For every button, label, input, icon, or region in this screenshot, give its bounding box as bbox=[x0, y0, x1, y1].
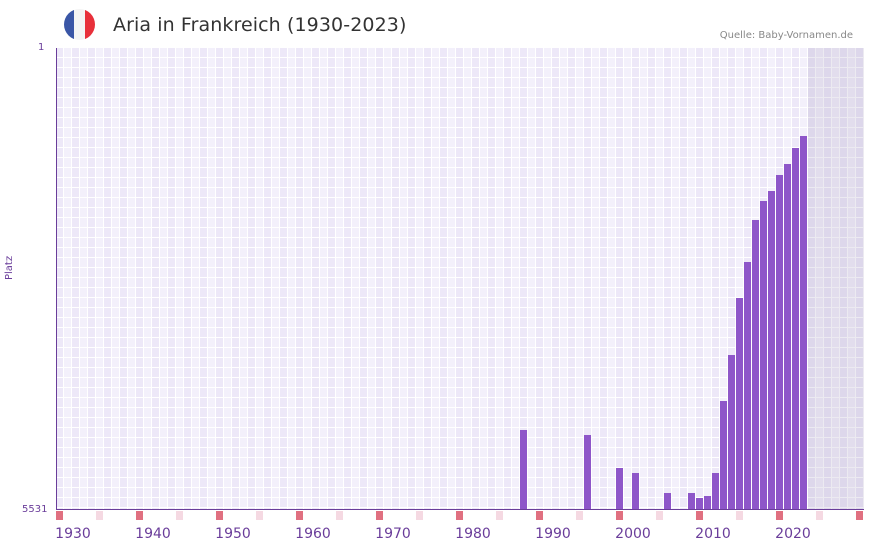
x-tick-1990: 1990 bbox=[535, 526, 571, 542]
y-tick-top: 1 bbox=[38, 42, 45, 53]
bar-2022[interactable] bbox=[792, 148, 799, 509]
x-tick-1940: 1940 bbox=[135, 526, 171, 542]
x-axis-labels: 1930 1940 1950 1960 1970 1980 1990 2000 2010 2020 bbox=[0, 526, 873, 546]
france-flag-icon bbox=[64, 9, 95, 40]
half-decade-marker-2025 bbox=[816, 511, 823, 520]
bar-2018[interactable] bbox=[760, 200, 767, 509]
bar-2010[interactable] bbox=[696, 497, 703, 509]
bar-2019[interactable] bbox=[768, 191, 775, 509]
x-tick-1930: 1930 bbox=[55, 526, 91, 542]
bar-2013[interactable] bbox=[720, 400, 727, 509]
grid bbox=[56, 48, 864, 510]
x-tick-1950: 1950 bbox=[215, 526, 251, 542]
half-decade-marker-1965 bbox=[336, 511, 343, 520]
bar-1988[interactable] bbox=[520, 429, 527, 509]
half-decade-marker-1985 bbox=[496, 511, 503, 520]
decade-marker-2010 bbox=[696, 511, 703, 520]
y-tick-bottom: 5531 bbox=[22, 504, 48, 515]
x-tick-2000: 2000 bbox=[615, 526, 651, 542]
x-tick-1980: 1980 bbox=[455, 526, 491, 542]
bar-1996[interactable] bbox=[584, 434, 591, 509]
decade-marker-2020 bbox=[776, 511, 783, 520]
bar-2014[interactable] bbox=[728, 355, 735, 509]
decade-marker-1990 bbox=[536, 511, 543, 520]
decade-marker-1930 bbox=[56, 511, 63, 520]
bar-2011[interactable] bbox=[704, 495, 711, 509]
bar-2006[interactable] bbox=[664, 492, 671, 509]
half-decade-marker-2015 bbox=[736, 511, 743, 520]
future-shaded-region bbox=[808, 48, 864, 510]
plot-area bbox=[56, 48, 864, 510]
decade-marker-1980 bbox=[456, 511, 463, 520]
decade-marker-2000 bbox=[616, 511, 623, 520]
bar-2017[interactable] bbox=[752, 220, 759, 509]
year-markers bbox=[56, 511, 864, 520]
bar-2012[interactable] bbox=[712, 473, 719, 509]
decade-marker-1970 bbox=[376, 511, 383, 520]
bar-2002[interactable] bbox=[632, 473, 639, 509]
chart-title: Aria in Frankreich (1930-2023) bbox=[113, 14, 407, 36]
bar-2009[interactable] bbox=[688, 492, 695, 509]
x-tick-1960: 1960 bbox=[295, 526, 331, 542]
bar-2015[interactable] bbox=[736, 297, 743, 509]
y-axis-title: Platz bbox=[4, 255, 15, 280]
half-decade-marker-1995 bbox=[576, 511, 583, 520]
bar-2000[interactable] bbox=[616, 467, 623, 509]
x-tick-2020: 2020 bbox=[775, 526, 811, 542]
half-decade-marker-1935 bbox=[96, 511, 103, 520]
decade-marker-2030 bbox=[856, 511, 863, 520]
half-decade-marker-1975 bbox=[416, 511, 423, 520]
decade-marker-1960 bbox=[296, 511, 303, 520]
half-decade-marker-1955 bbox=[256, 511, 263, 520]
bar-2016[interactable] bbox=[744, 261, 751, 509]
bar-2021[interactable] bbox=[784, 163, 791, 509]
decade-marker-1940 bbox=[136, 511, 143, 520]
half-decade-marker-1945 bbox=[176, 511, 183, 520]
x-tick-2010: 2010 bbox=[695, 526, 731, 542]
half-decade-marker-2005 bbox=[656, 511, 663, 520]
bar-2020[interactable] bbox=[776, 175, 783, 509]
decade-marker-1950 bbox=[216, 511, 223, 520]
x-tick-1970: 1970 bbox=[375, 526, 411, 542]
y-axis-line bbox=[56, 48, 57, 510]
x-axis-line bbox=[56, 509, 864, 510]
source-link[interactable]: Quelle: Baby-Vornamen.de bbox=[719, 30, 853, 41]
bar-2023[interactable] bbox=[800, 135, 807, 509]
